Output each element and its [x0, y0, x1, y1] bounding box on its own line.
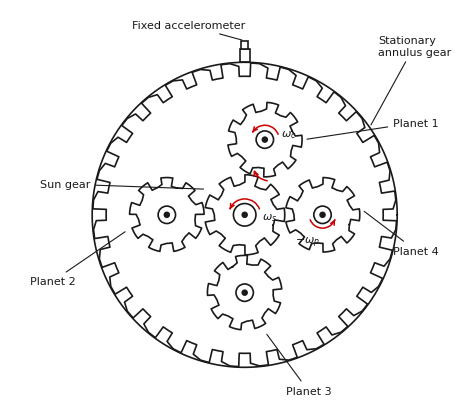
Text: Stationary
annulus gear: Stationary annulus gear [371, 36, 451, 126]
Text: $-\omega_p$: $-\omega_p$ [295, 235, 320, 249]
Text: $\omega_s$: $\omega_s$ [262, 211, 277, 223]
Text: Planet 1: Planet 1 [307, 118, 439, 140]
Text: Planet 4: Planet 4 [364, 212, 439, 256]
Bar [241, 42, 248, 50]
Circle shape [242, 213, 247, 218]
Text: Planet 2: Planet 2 [29, 232, 125, 287]
Circle shape [164, 213, 169, 218]
Text: $\omega_c$: $\omega_c$ [281, 129, 297, 141]
Text: Planet 3: Planet 3 [267, 335, 331, 396]
Circle shape [262, 138, 267, 143]
Circle shape [242, 290, 247, 296]
Text: Fixed accelerometer: Fixed accelerometer [132, 21, 245, 41]
Circle shape [320, 213, 325, 218]
Bar [239, 50, 250, 63]
Text: Sun gear: Sun gear [40, 180, 203, 190]
